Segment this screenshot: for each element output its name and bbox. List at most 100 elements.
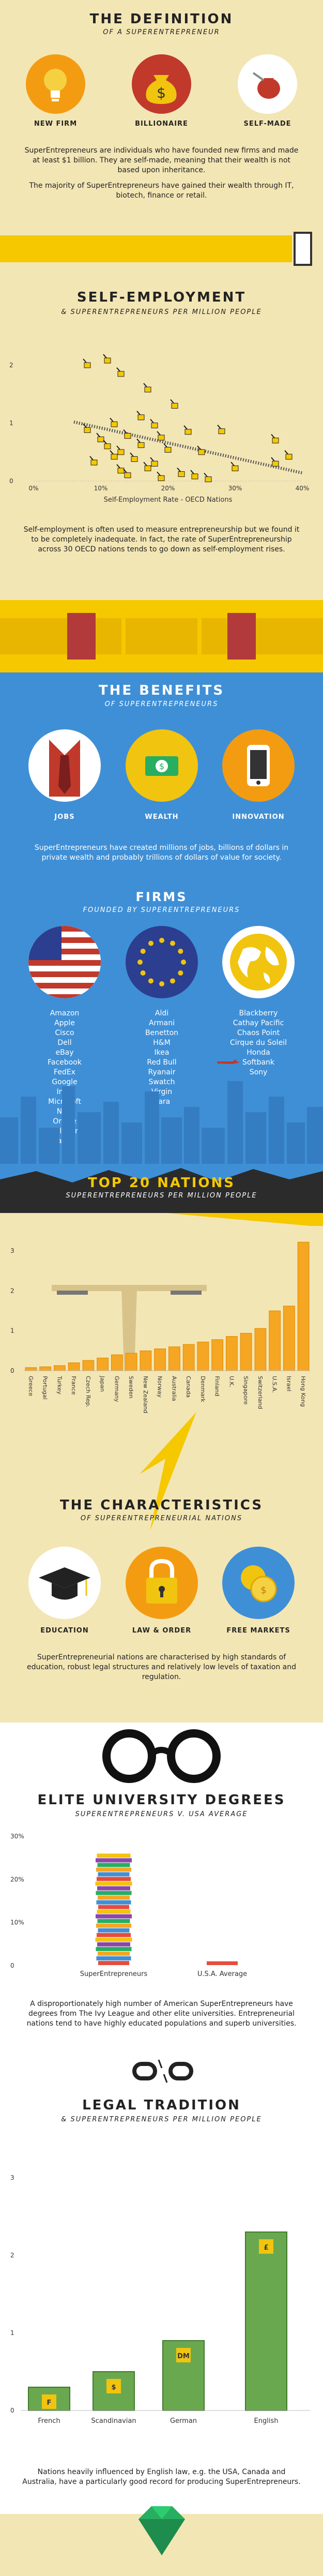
smartphone-icon (222, 729, 295, 802)
bar-finland (211, 1339, 223, 1371)
scatter-point (170, 399, 178, 409)
scatter-point (143, 383, 151, 393)
x-tick-label: English (254, 2417, 279, 2425)
scatter-point (183, 425, 192, 435)
self-employment-section: SELF-EMPLOYMENT & SUPERENTREPRENEURS PER… (0, 269, 323, 600)
y-tick-label: 0 (10, 2407, 14, 2414)
scatter-point (103, 354, 111, 364)
firm-name: Facebook (48, 1058, 82, 1067)
characteristics-subtitle: OF SUPERENTREPRENEURIAL NATIONS (80, 1515, 243, 1522)
scatter-point (163, 443, 172, 453)
eu-star-icon (170, 978, 175, 984)
x-tick-label: Australia (171, 1376, 177, 1401)
definition-paragraph-2: The majority of SuperEntrepreneurs have … (29, 182, 294, 200)
definition-paragraph-1: SuperEntrepreneurs are individuals who h… (24, 146, 299, 174)
x-tick-label: Norway (157, 1376, 163, 1398)
bar-scandinavian: $ (93, 2371, 135, 2411)
scatter-point (136, 438, 145, 448)
university-section: ELITE UNIVERSITY DEGREES SUPERENTREPRENE… (0, 1723, 323, 2214)
bar-portugal (39, 1366, 51, 1371)
scatter-point (110, 450, 118, 460)
graduation-cap-icon (28, 1547, 101, 1619)
necktie-icon (28, 729, 101, 802)
characteristics-title: THE CHARACTERISTICS (59, 1497, 264, 1513)
scatter-point (157, 431, 165, 441)
x-tick-label: Singapore (242, 1376, 249, 1405)
bar-sweden (125, 1353, 137, 1371)
x-tick-label: Denmark (199, 1376, 206, 1402)
scatter-point (143, 461, 151, 471)
scatter-point (284, 450, 293, 460)
icon-label-innovation: INNOVATION (232, 813, 285, 821)
currency-icon: DM (177, 2353, 190, 2360)
firm-name: Benetton (145, 1029, 179, 1037)
definition-subtitle: OF A SUPERENTREPRENEUR (103, 28, 220, 36)
top20-title: TOP 20 NATIONS (87, 1175, 236, 1191)
firm-name: Apple (54, 1019, 75, 1027)
x-tick-label: Switzerland (257, 1376, 264, 1409)
icon-label-self-made: SELF-MADE (243, 120, 291, 128)
university-paragraph: A disproportionately high number of Amer… (26, 2000, 297, 2028)
eu-star-icon (159, 981, 164, 986)
bar-israel (283, 1306, 295, 1371)
city-skyline (0, 1059, 323, 1164)
firm-name: Swatch (148, 1078, 175, 1086)
x-tick-label: French (38, 2417, 60, 2425)
x-tick-label: Czech Rep. (85, 1376, 91, 1407)
bar-denmark (197, 1341, 209, 1371)
benefits-title: THE BENEFITS (98, 683, 225, 698)
legal-bar-chart: 0 1 2 F French $ Scandinavian DM German £ English (10, 2231, 310, 2425)
y-tick-label: 3 (10, 2174, 14, 2181)
currency-icon: £ (264, 2244, 268, 2252)
scatter-point (83, 358, 91, 368)
scatter-point (136, 411, 145, 421)
firm-name: Cisco (55, 1029, 74, 1037)
padlock-icon (126, 1547, 198, 1619)
y-tick-label: 0 (10, 1367, 14, 1374)
x-tick-label: Scandinavian (91, 2417, 136, 2425)
svg-text:$: $ (260, 1585, 266, 1596)
eu-star-icon (140, 970, 146, 976)
bar-singapore (240, 1332, 252, 1371)
icon-label-new-firm: NEW FIRM (34, 120, 78, 128)
bar-u-s-a- (269, 1310, 281, 1371)
x-tick-label: Portugal (42, 1376, 49, 1400)
firm-name: Cathay Pacific (233, 1019, 284, 1027)
x-tick-label: 10% (94, 485, 108, 492)
firm-name: FedEx (54, 1068, 75, 1076)
bar-german: DM (162, 2340, 205, 2411)
x-tick-label: 0% (28, 485, 38, 492)
self-employment-subtitle: & SUPERENTREPRENEURS PER MILLION PEOPLE (61, 308, 262, 316)
icon-label-law-order: LAW & ORDER (132, 1627, 192, 1635)
firm-name: Blackberry (239, 1009, 278, 1017)
firm-name: Ikea (154, 1049, 170, 1057)
bar-australia (168, 1346, 180, 1371)
firm-name: eBay (55, 1049, 74, 1057)
icon-label-wealth: WEALTH (145, 813, 179, 821)
scatter-point (123, 469, 131, 478)
y-tick-label: 1 (9, 420, 13, 427)
eu-star-icon (148, 978, 153, 984)
icon-label-jobs: JOBS (54, 813, 75, 821)
firms-title: FIRMS (135, 890, 188, 904)
bar-turkey (54, 1365, 66, 1371)
y-tick-label: 2 (9, 362, 13, 369)
top20-section: TOP 20 NATIONS SUPERENTREPRENEURS PER MI… (0, 1164, 323, 1536)
bar-switzerland (254, 1328, 267, 1371)
y-tick-label: 0 (10, 1962, 14, 1969)
firm-name: Sony (249, 1068, 268, 1076)
y-tick-label: 2 (10, 2252, 14, 2259)
bar-superentrepreneurs (95, 1853, 132, 1965)
scatter-point (103, 440, 111, 450)
eu-flag-icon (126, 926, 198, 998)
x-tick-label: Sweden (128, 1376, 134, 1398)
firm-name: Aldi (155, 1009, 169, 1017)
x-tick-label: Hong Kong (300, 1376, 306, 1407)
bar-u-k- (226, 1336, 238, 1371)
firm-name: Chaos Point (237, 1029, 280, 1037)
x-tick-label: Israel (285, 1376, 292, 1391)
x-tick-label: Canada (185, 1376, 192, 1398)
firm-name: Cirque du Soleil (230, 1039, 287, 1047)
benefits-subtitle: OF SUPERENTREPRENEURS (104, 700, 219, 708)
y-tick-label: 3 (10, 1247, 14, 1254)
